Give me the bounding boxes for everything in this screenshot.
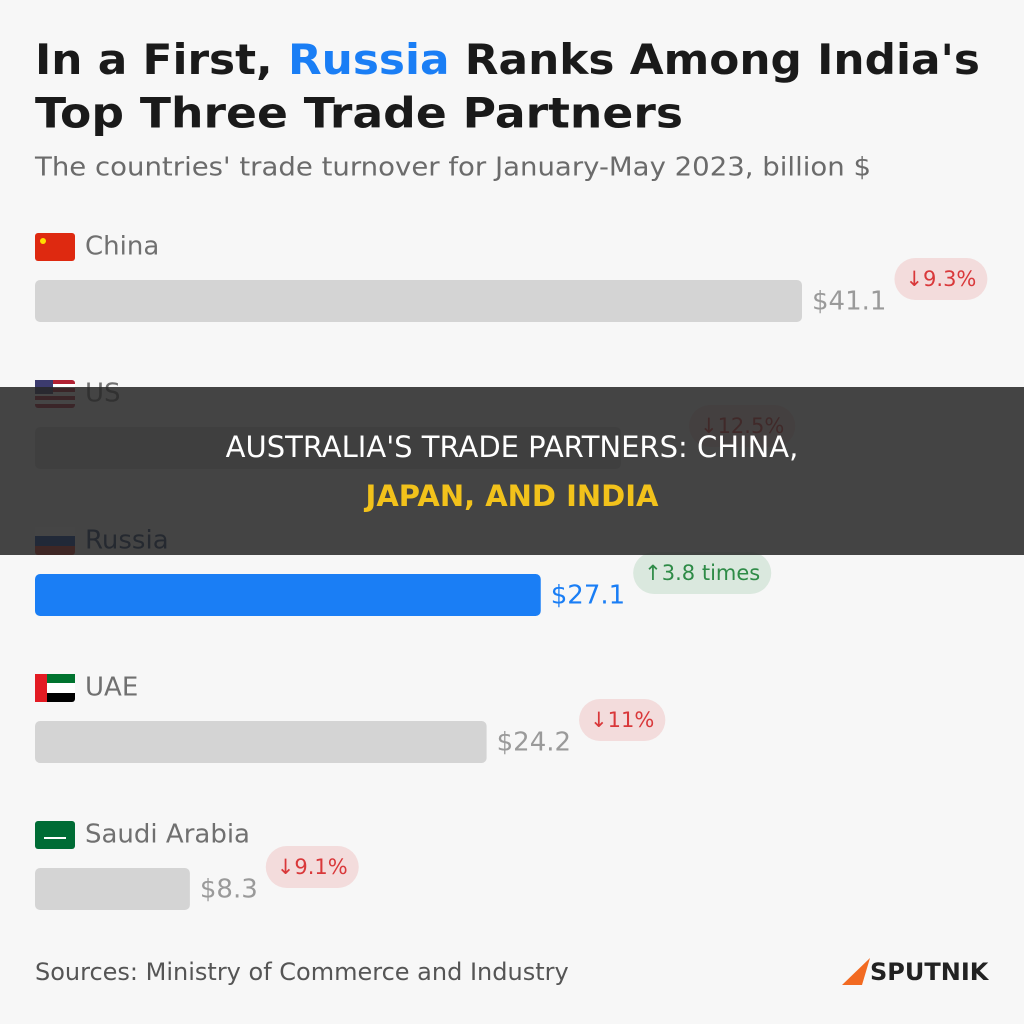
overlay-banner: [0, 387, 1024, 555]
overlay-line: AUSTRALIA'S TRADE PARTNERS: CHINA,: [226, 430, 799, 464]
category-label: Saudi Arabia: [85, 820, 250, 850]
category-label: China: [85, 232, 159, 262]
bar: [35, 280, 802, 322]
title-part: In a First,: [35, 35, 288, 84]
change-label: ↓9.1%: [277, 855, 348, 879]
flag-china: [35, 233, 75, 261]
title-part: Ranks Among India's: [450, 35, 980, 84]
logo: SPUTNIK: [842, 958, 990, 986]
change-badge: [633, 552, 772, 594]
bar: [35, 868, 190, 910]
bar: [35, 574, 541, 616]
source: Sources: Ministry of Commerce and Indust…: [35, 958, 569, 986]
category-label: UAE: [85, 673, 138, 703]
change-label: ↓9.3%: [905, 267, 976, 291]
value-label: $41.1: [812, 287, 886, 317]
chart-title: Top Three Trade Partners: [35, 89, 683, 138]
change-label: ↓11%: [590, 708, 654, 732]
change-badge: [265, 846, 359, 888]
change-label: ↑3.8 times: [644, 561, 760, 585]
title-highlight: Russia: [288, 35, 450, 84]
logo-mark: [842, 958, 870, 985]
flag-saudi: [35, 821, 75, 849]
overlay-line: JAPAN, AND INDIA: [364, 479, 659, 513]
bar: [35, 721, 487, 763]
change-badge: [894, 258, 988, 300]
flag-uae: [35, 674, 75, 702]
chart-title: In a First, Russia Ranks Among India's: [35, 35, 980, 84]
value-label: $24.2: [497, 728, 571, 758]
value-label: $8.3: [200, 875, 258, 905]
logo-text: SPUTNIK: [870, 958, 990, 986]
value-label: $27.1: [551, 581, 625, 611]
change-badge: [579, 699, 666, 741]
chart-subtitle: The countries' trade turnover for Januar…: [34, 153, 871, 183]
